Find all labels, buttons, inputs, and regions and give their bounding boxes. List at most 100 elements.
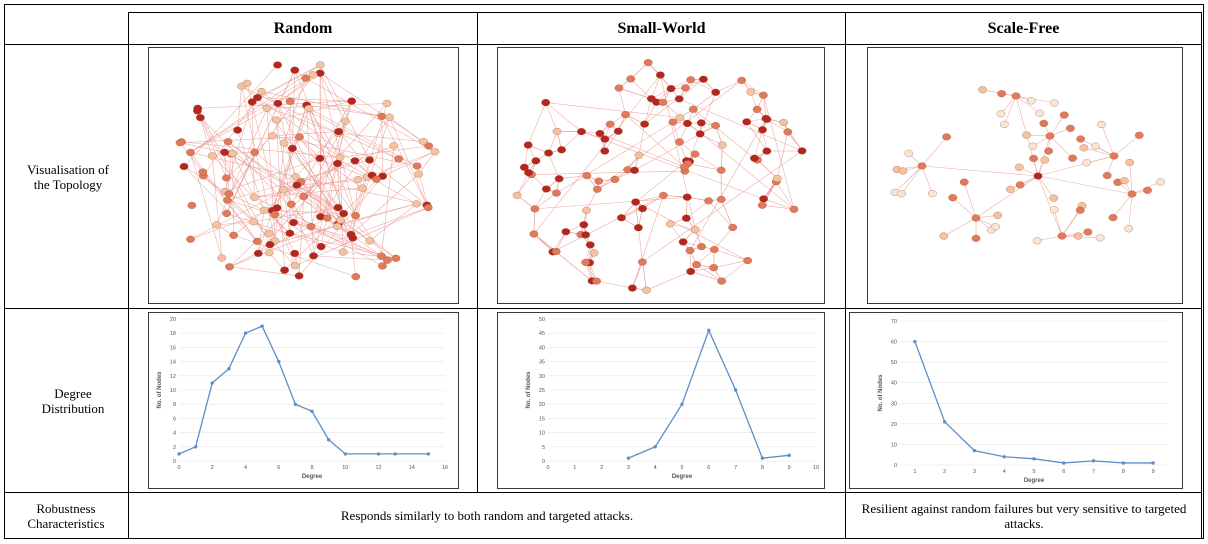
network-node [617, 214, 626, 222]
network-edge [292, 148, 368, 178]
network-edge [339, 157, 344, 253]
x-tick-label: 8 [310, 465, 313, 471]
network-node [682, 214, 691, 222]
network-node [252, 237, 262, 245]
network-edge [1037, 175, 1133, 195]
network-edge [190, 152, 258, 242]
network-node [638, 205, 647, 213]
network-node [1073, 232, 1083, 240]
network-node [695, 130, 705, 138]
network-node [577, 128, 586, 136]
network-edge [746, 121, 768, 152]
y-tick-label: 40 [891, 381, 897, 387]
network-node [222, 174, 231, 182]
network-edge [372, 151, 435, 176]
data-point [393, 452, 397, 456]
x-tick-label: 3 [973, 469, 976, 475]
network-node [1045, 132, 1055, 140]
data-point [760, 456, 765, 460]
network-node [675, 114, 685, 122]
network-edge [679, 98, 803, 152]
network-node [589, 249, 599, 257]
data-point [293, 402, 298, 406]
network-edge [721, 260, 748, 282]
network-edge [548, 152, 560, 179]
network-node [1097, 120, 1106, 129]
network-node [223, 138, 233, 146]
series-line [914, 341, 1154, 464]
network-edge [516, 174, 532, 196]
data-point [972, 448, 977, 453]
row-label-robustness: Robustness Characteristics [27, 500, 105, 531]
network-edge [261, 91, 382, 117]
network-edge [266, 108, 276, 242]
network-edge [531, 170, 685, 175]
network-node [692, 261, 701, 269]
network-node [666, 85, 676, 93]
network-node [630, 166, 639, 174]
data-point [260, 324, 264, 328]
network-edge [257, 210, 265, 254]
robustness-scalefree: Resilient against random failures but ve… [861, 500, 1187, 531]
network-edge [1049, 114, 1065, 137]
y-tick-label: 6 [173, 416, 176, 422]
network-node [898, 167, 908, 175]
network-node [383, 256, 392, 264]
network-edge [276, 207, 382, 257]
network-node [530, 205, 540, 213]
random-network-graph [175, 61, 440, 281]
network-edge [369, 203, 417, 242]
network-node [279, 139, 289, 147]
network-node [541, 99, 551, 107]
network-node [1091, 142, 1100, 150]
network-node [656, 71, 665, 79]
network-node [524, 169, 533, 177]
network-node [1028, 142, 1038, 150]
x-tick-label: 2 [943, 469, 946, 475]
network-node [1134, 131, 1144, 139]
network-node [365, 156, 374, 164]
network-node [1000, 120, 1009, 128]
network-edge [630, 78, 652, 99]
network-node [1006, 185, 1015, 193]
network-node [696, 119, 706, 127]
network-edge [901, 165, 923, 194]
network-node [1079, 144, 1089, 152]
network-node [223, 196, 232, 204]
y-tick-label: 20 [539, 402, 545, 408]
network-node [1156, 178, 1165, 186]
network-node [557, 146, 566, 154]
network-edge [552, 195, 664, 253]
series-line [178, 325, 429, 455]
network-node [595, 129, 605, 138]
x-axis-label: Degree [672, 474, 693, 480]
network-node [640, 120, 649, 128]
network-node [377, 252, 386, 260]
network-edge [257, 105, 307, 254]
network-node [1011, 92, 1021, 100]
network-edge [290, 100, 352, 205]
network-node [993, 211, 1002, 219]
network-edge [305, 77, 436, 153]
network-node [175, 139, 185, 147]
network-node [1033, 172, 1043, 180]
network-edge [921, 165, 1039, 177]
network-edge [254, 175, 373, 198]
y-tick-label: 25 [539, 388, 545, 394]
network-edge [646, 271, 691, 291]
network-node [272, 204, 282, 212]
x-tick-label: 12 [375, 465, 381, 471]
network-node [412, 162, 422, 170]
network-node [351, 212, 360, 220]
network-node [1066, 124, 1075, 132]
network-node [685, 246, 695, 255]
network-edge [1113, 135, 1140, 157]
table-border-top [4, 4, 1204, 5]
y-tick-label: 8 [173, 402, 176, 408]
y-tick-label: 45 [539, 331, 545, 337]
network-node [1057, 232, 1067, 240]
table-border-left [4, 4, 5, 539]
network-edge [690, 271, 722, 282]
network-edge [272, 210, 382, 257]
network-node [581, 258, 591, 266]
